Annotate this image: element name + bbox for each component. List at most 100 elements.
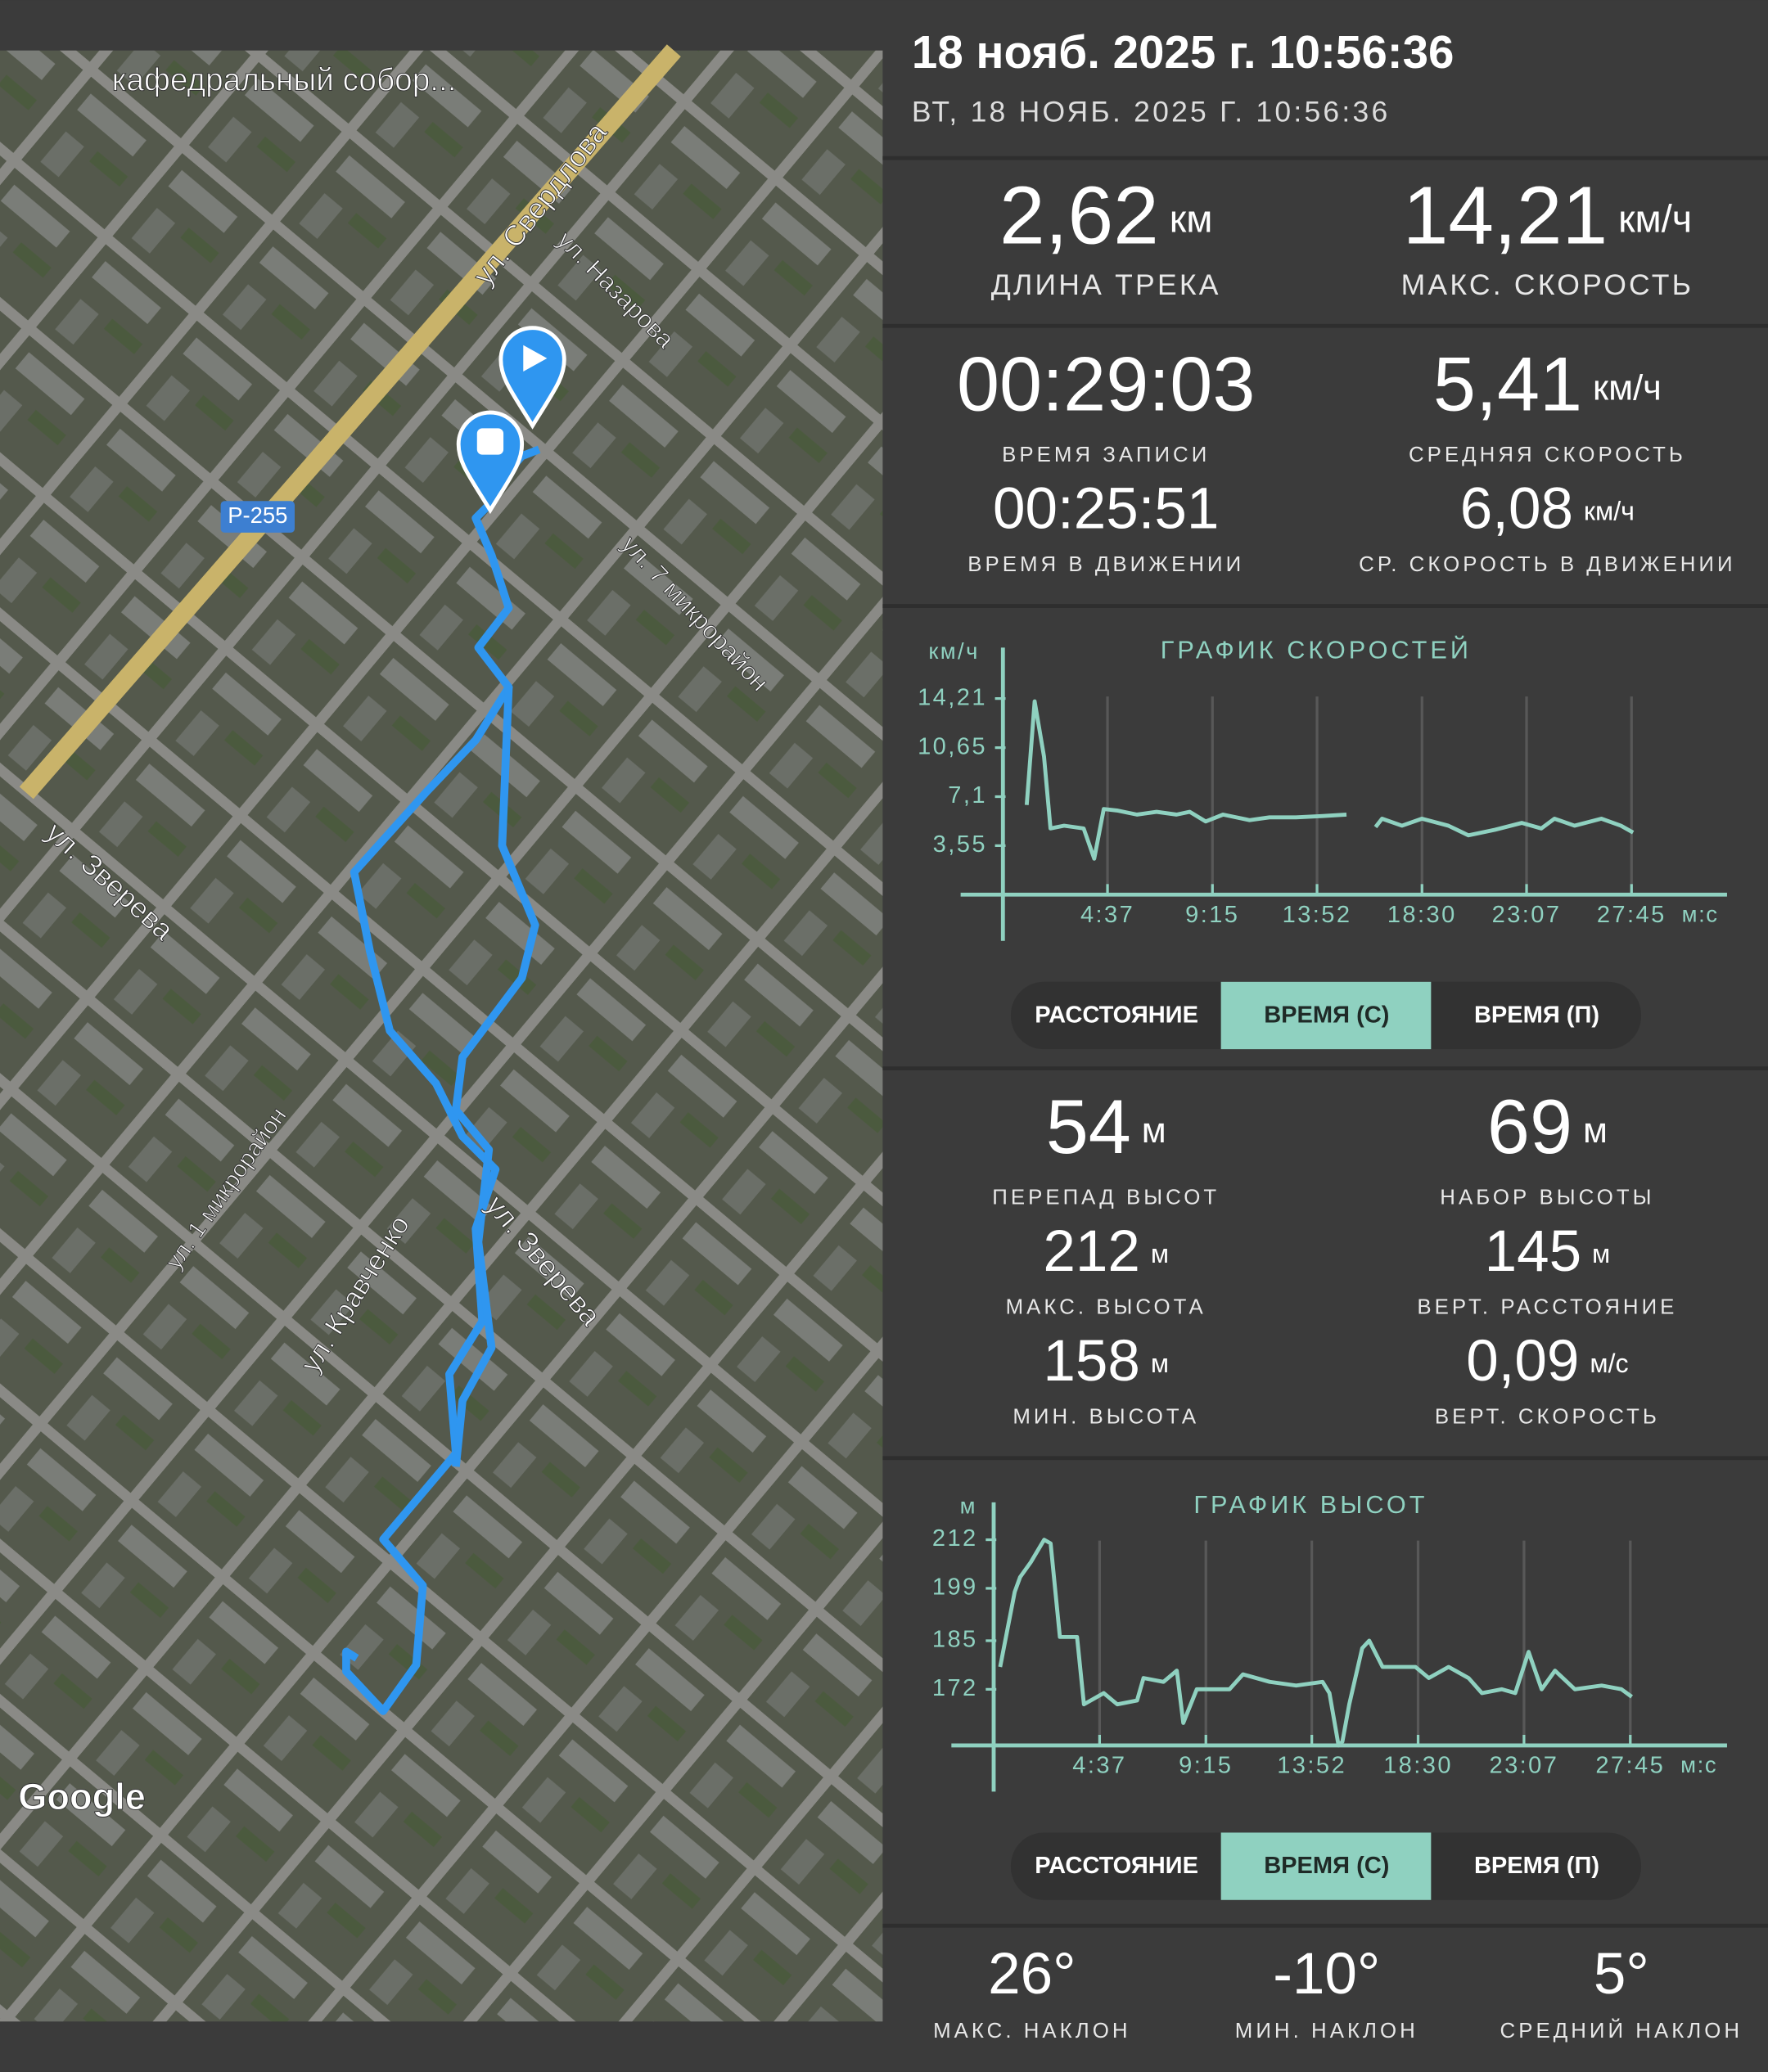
toggle-option[interactable]: РАССТОЯНИЕ (1035, 1002, 1198, 1028)
y-tick-label: 10,65 (918, 733, 987, 759)
stat-label: ВЕРТ. СКОРОСТЬ (1435, 1405, 1660, 1428)
stat-unit: м (1583, 1110, 1608, 1150)
separator (882, 1456, 1768, 1461)
stat-value: 00:29:03 (957, 340, 1255, 426)
toggle[interactable]: РАССТОЯНИЕ ВРЕМЯ (С) ВРЕМЯ (П) (1010, 981, 1642, 1050)
stat-value: 0,09 м/с (1466, 1329, 1628, 1394)
toggle-option[interactable]: РАССТОЯНИЕ (1035, 1853, 1198, 1879)
separator (882, 1066, 1768, 1070)
road-shield (220, 501, 295, 533)
stat-number: 54 (1046, 1083, 1131, 1169)
toggle-option[interactable]: ВРЕМЯ (П) (1474, 1853, 1599, 1879)
stat-number: 00:25:51 (993, 476, 1219, 541)
stat-unit: м (1151, 1349, 1169, 1378)
separator (882, 155, 1768, 160)
y-tick-label: 7,1 (948, 782, 987, 809)
separator (882, 323, 1768, 328)
stat-value: 26° (988, 1942, 1076, 2007)
stat-value: 5,41 км/ч (1433, 340, 1662, 426)
x-tick-label: 4:37 (1080, 902, 1134, 928)
stat-label: ДЛИНА ТРЕКА (991, 268, 1221, 301)
x-tick-label: 18:30 (1387, 902, 1457, 928)
stat-number: 0,09 (1466, 1329, 1579, 1394)
y-tick-label: 172 (932, 1675, 978, 1701)
map-tiles[interactable] (0, 50, 883, 2022)
stat-label: ВРЕМЯ ЗАПИСИ (1002, 444, 1210, 466)
toggle-option[interactable]: ВРЕМЯ (С) (1264, 1002, 1389, 1028)
stat-unit: м (1151, 1239, 1169, 1268)
stat-number: 2,62 (999, 170, 1159, 262)
y-tick-label: 3,55 (933, 831, 987, 858)
x-tick-label: 18:30 (1383, 1752, 1453, 1778)
stat-label: МАКС. НАКЛОН (933, 2020, 1130, 2043)
stat-label: ВРЕМЯ В ДВИЖЕНИИ (967, 553, 1244, 576)
stat-number: 6,08 (1460, 476, 1573, 541)
x-tick-label: 9:15 (1185, 902, 1239, 928)
stat-label: НАБОР ВЫСОТЫ (1440, 1186, 1654, 1209)
stat-unit: км (1170, 198, 1213, 241)
stat-number: 26° (988, 1942, 1076, 2007)
stat-label: СРЕДНЯЯ СКОРОСТЬ (1409, 444, 1686, 466)
x-tick-label: 23:07 (1490, 1752, 1559, 1778)
stat-value: 158 м (1043, 1329, 1169, 1394)
stat-label: СР. СКОРОСТЬ В ДВИЖЕНИИ (1359, 553, 1735, 576)
map-label: Р-255 (228, 502, 287, 528)
stat-label: ВЕРТ. РАССТОЯНИЕ (1417, 1295, 1677, 1318)
title: 18 нояб. 2025 г. 10:56:36 (912, 26, 1455, 78)
x-unit: м:с (1682, 901, 1719, 926)
stat-number: 00:29:03 (957, 340, 1255, 426)
stat-unit: м (1142, 1110, 1166, 1150)
highway (19, 44, 681, 800)
separator (882, 604, 1768, 608)
stat-unit: км/ч (1618, 198, 1692, 241)
chart-title: ГРАФИК ВЫСОТ (1193, 1491, 1427, 1519)
x-tick-label: 23:07 (1492, 902, 1562, 928)
stat-value: 5° (1594, 1942, 1649, 2007)
x-tick-label: 4:37 (1072, 1752, 1126, 1778)
stat-value: -10° (1273, 1942, 1380, 2007)
toggle-option[interactable]: ВРЕМЯ (С) (1264, 1853, 1389, 1879)
y-axis-label: м (960, 1493, 977, 1519)
start-pin (498, 326, 566, 430)
stat-label: СРЕДНИЙ НАКЛОН (1500, 2018, 1743, 2043)
x-tick-label: 9:15 (1179, 1752, 1233, 1778)
stat-unit: м (1592, 1239, 1610, 1268)
stat-unit: м/с (1590, 1349, 1628, 1378)
stat-number: -10° (1273, 1942, 1380, 2007)
separator (882, 1923, 1768, 1928)
stat-value: 212 м (1043, 1219, 1169, 1284)
toggle-selected[interactable] (1220, 981, 1432, 1050)
stat-value: 14,21 км/ч (1403, 170, 1692, 262)
stat-value: 69 м (1487, 1083, 1608, 1169)
data-line (998, 1538, 1633, 1748)
stat-value: 54 м (1046, 1083, 1166, 1169)
stat-label: ПЕРЕПАД ВЫСОТ (992, 1186, 1220, 1209)
finish-pin (456, 410, 525, 515)
stat-unit: км/ч (1593, 368, 1662, 408)
chart-title: ГРАФИК СКОРОСТЕЙ (1161, 634, 1472, 664)
track (452, 687, 539, 1467)
x-tick-label: 13:52 (1283, 902, 1352, 928)
y-tick-label: 14,21 (918, 684, 987, 710)
stat-number: 14,21 (1403, 170, 1608, 262)
track (342, 445, 541, 1715)
stat-value: 2,62 км (999, 170, 1212, 262)
stat-label: МАКС. ВЫСОТА (1006, 1295, 1206, 1318)
stat-label: МИН. ВЫСОТА (1013, 1405, 1199, 1428)
map-label: Google (18, 1776, 146, 1818)
stat-number: 5,41 (1433, 340, 1582, 426)
toggle[interactable]: РАССТОЯНИЕ ВРЕМЯ (С) ВРЕМЯ (П) (1010, 1832, 1642, 1900)
stat-unit: км/ч (1584, 496, 1635, 525)
stat-label: МАКС. СКОРОСТЬ (1401, 268, 1694, 301)
x-tick-label: 13:52 (1277, 1752, 1346, 1778)
toggle-selected[interactable] (1220, 1832, 1432, 1900)
subtitle: ВТ, 18 НОЯБ. 2025 Г. 10:56:36 (912, 96, 1391, 128)
stat-number: 5° (1594, 1942, 1649, 2007)
toggle-option[interactable]: ВРЕМЯ (П) (1474, 1002, 1599, 1028)
x-unit: м:с (1680, 1752, 1717, 1777)
stat-number: 212 (1043, 1219, 1140, 1284)
x-tick-label: 27:45 (1597, 902, 1667, 928)
y-tick-label: 185 (932, 1627, 978, 1653)
